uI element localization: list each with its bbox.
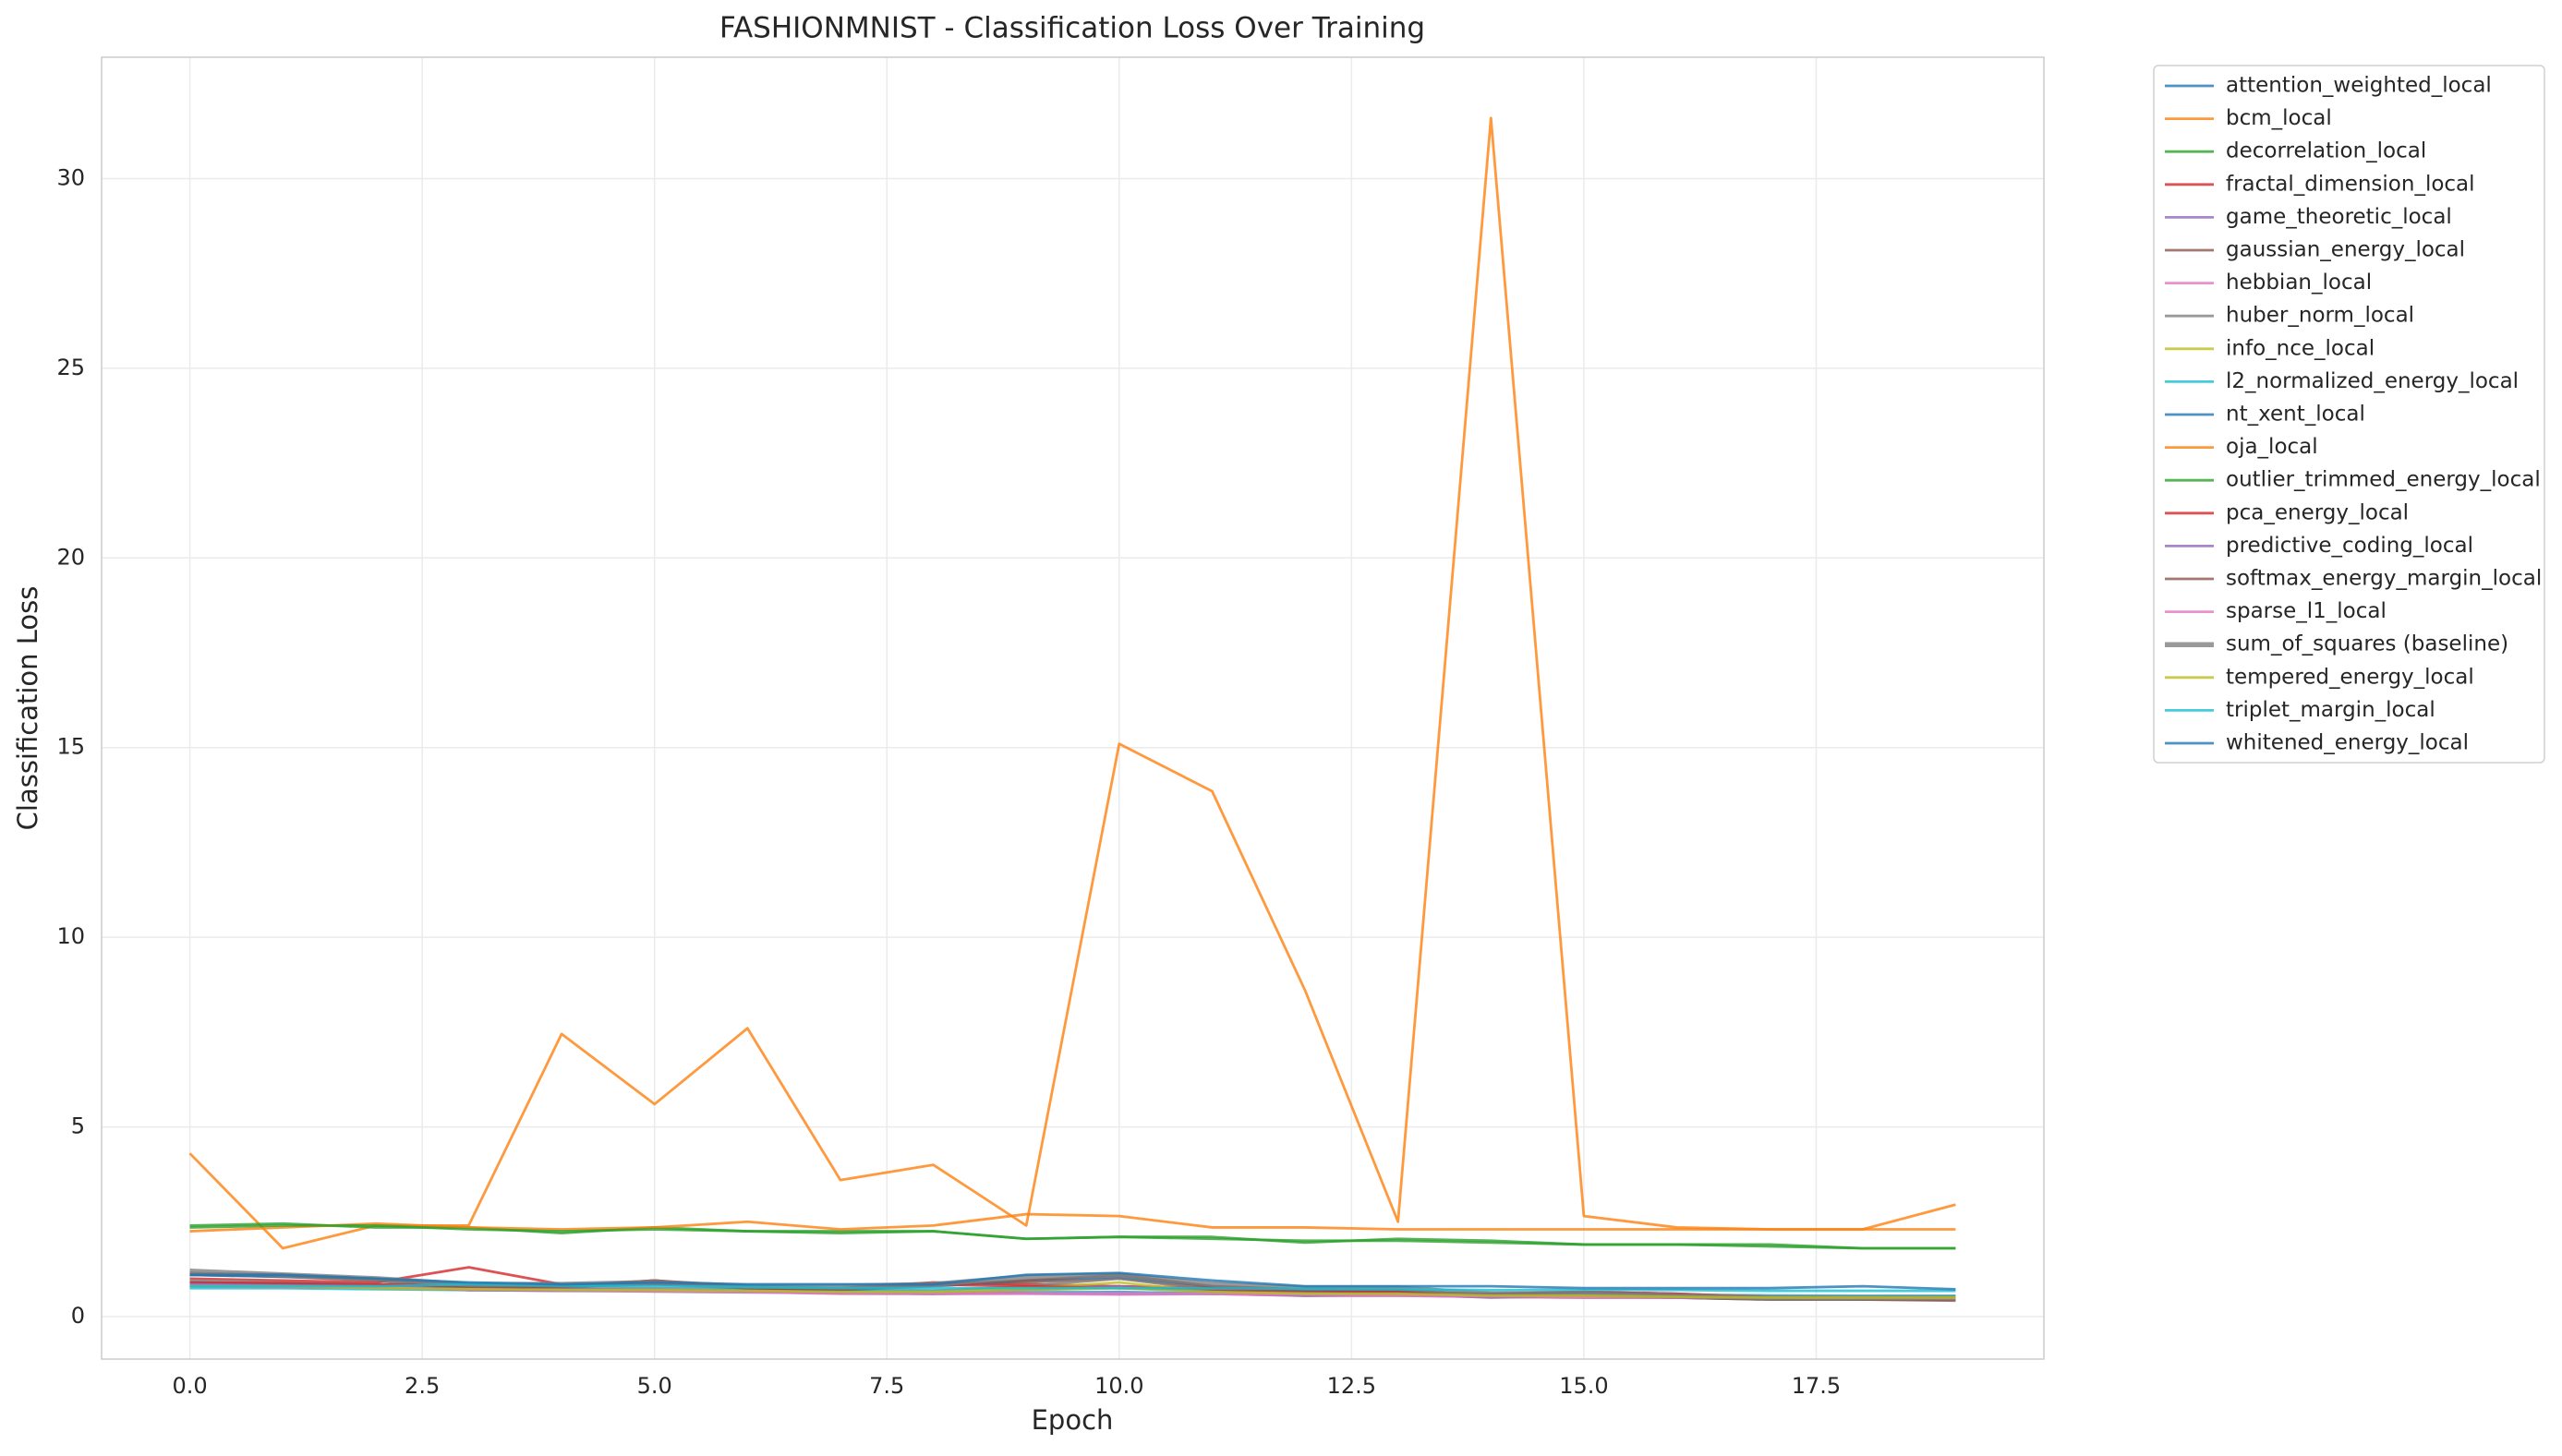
y-tick-label: 10: [56, 923, 85, 949]
legend-label: hebbian_local: [2226, 271, 2372, 295]
x-tick-label: 15.0: [1559, 1373, 1608, 1399]
y-tick-label: 25: [56, 355, 85, 380]
legend-label: triplet_margin_local: [2226, 698, 2435, 722]
y-tick-label: 5: [71, 1113, 85, 1139]
legend-label: nt_xent_local: [2226, 403, 2365, 427]
y-axis-label: Classification Loss: [12, 586, 43, 831]
legend-label: bcm_local: [2226, 106, 2332, 130]
x-tick-label: 2.5: [405, 1373, 440, 1399]
x-tick-label: 17.5: [1792, 1373, 1841, 1399]
series-line: [189, 1271, 1956, 1291]
y-tick-label: 0: [71, 1303, 85, 1329]
legend-box: [2153, 65, 2545, 764]
x-tick-label: 12.5: [1327, 1373, 1376, 1399]
x-tick-label: 5.0: [637, 1373, 672, 1399]
legend-label: decorrelation_local: [2226, 139, 2426, 163]
y-tick-label: 20: [56, 544, 85, 570]
legend-label: sparse_l1_local: [2226, 599, 2387, 623]
x-tick-label: 10.0: [1094, 1373, 1143, 1399]
plot-frame: [101, 56, 2045, 1360]
series-line: [189, 1212, 1956, 1233]
legend-label: gaussian_energy_local: [2226, 238, 2465, 262]
legend-label: fractal_dimension_local: [2226, 172, 2475, 196]
legend-label: tempered_energy_local: [2226, 665, 2474, 689]
legend-label: huber_norm_local: [2226, 304, 2414, 328]
legend-label: game_theoretic_local: [2226, 205, 2452, 229]
legend-label: oja_local: [2226, 435, 2318, 459]
y-tick-label: 15: [56, 734, 85, 760]
legend-label: l2_normalized_energy_local: [2226, 369, 2519, 393]
series-line: [189, 1223, 1956, 1250]
legend-label: info_nce_local: [2226, 336, 2375, 360]
legend-label: softmax_energy_margin_local: [2226, 567, 2542, 591]
series-line: [188, 116, 1956, 1250]
x-tick-label: 0.0: [173, 1373, 208, 1399]
chart-title: FASHIONMNIST - Classification Loss Over …: [719, 12, 1425, 45]
legend-label: pca_energy_local: [2226, 500, 2409, 524]
x-tick-label: 7.5: [869, 1373, 904, 1399]
y-tick-label: 30: [56, 164, 85, 190]
legend-label: outlier_trimmed_energy_local: [2226, 468, 2541, 492]
x-axis-label: Epoch: [1032, 1404, 1114, 1436]
legend-label: whitened_energy_local: [2226, 731, 2469, 755]
legend-label: attention_weighted_local: [2226, 74, 2492, 98]
legend-label: sum_of_squares (baseline): [2226, 632, 2508, 656]
series-line: [189, 1282, 1956, 1293]
legend-label: predictive_coding_local: [2226, 534, 2473, 558]
